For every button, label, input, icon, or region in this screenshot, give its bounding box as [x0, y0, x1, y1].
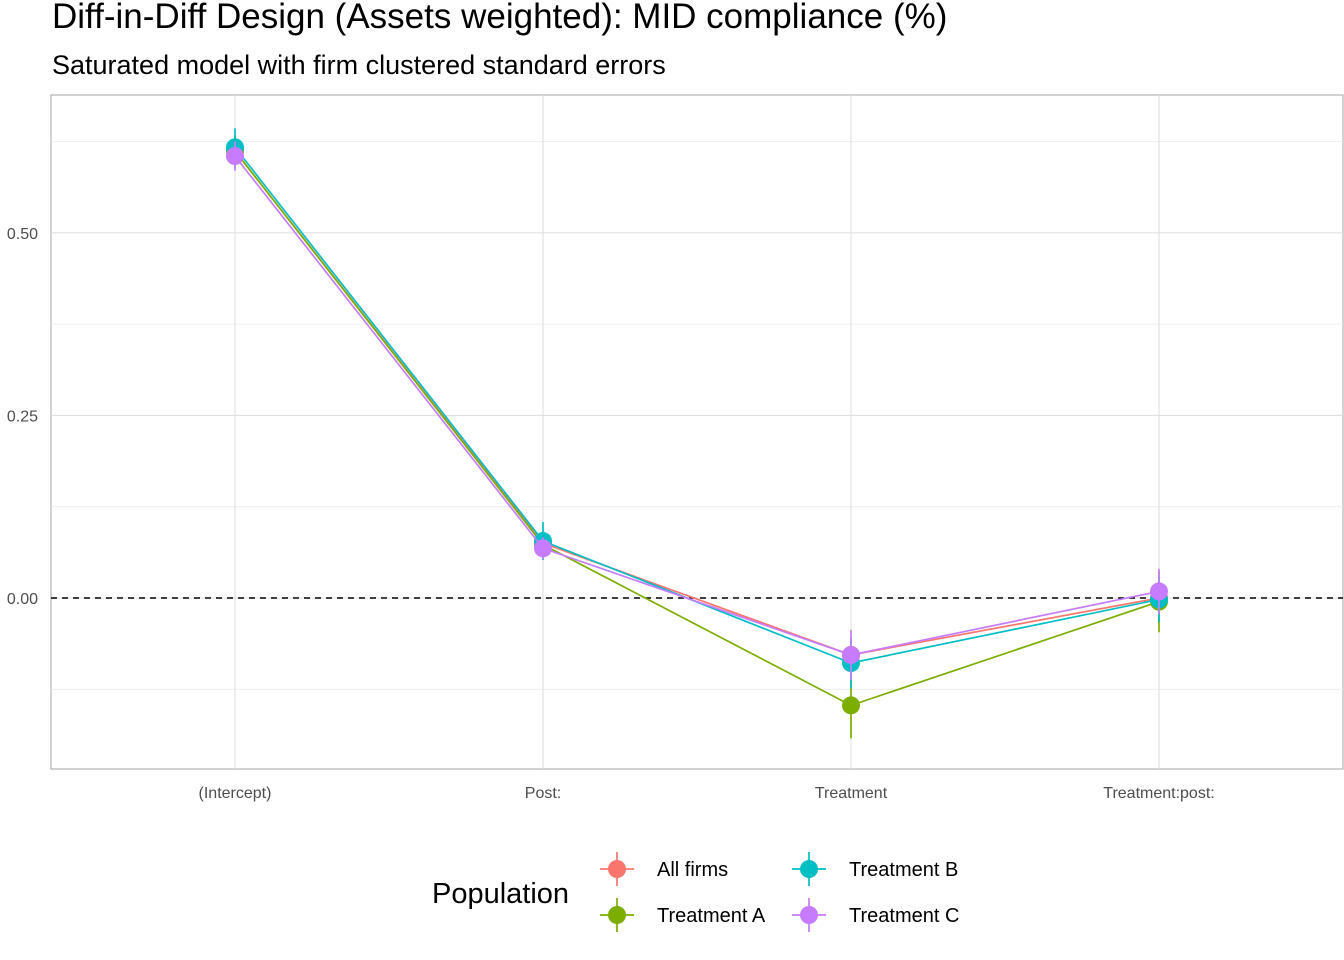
- legend: Population All firms Treatment A Treatment…: [432, 852, 959, 932]
- legend-item: All firms: [600, 852, 728, 886]
- series-layer: [226, 128, 1168, 739]
- data-point: [842, 696, 860, 715]
- plot-area: [50, 94, 1344, 770]
- data-point: [1150, 582, 1168, 601]
- legend-key-point: [608, 906, 626, 924]
- x-tick-label: Treatment:post:: [1103, 785, 1214, 802]
- x-tick-label: Post:: [525, 785, 561, 802]
- x-axis: (Intercept) Post: Treatment Treatment:post:: [199, 785, 1215, 802]
- legend-key-point: [608, 860, 626, 878]
- y-tick-label: 0.00: [7, 591, 38, 608]
- series-treatment-c: [226, 141, 1168, 680]
- legend-item: Treatment C: [792, 898, 959, 932]
- legend-item: Treatment A: [600, 898, 766, 932]
- legend-item: Treatment B: [792, 852, 958, 886]
- legend-label: All firms: [657, 859, 728, 881]
- legend-title: Population: [432, 878, 569, 910]
- legend-key-point: [800, 906, 818, 924]
- data-point: [226, 147, 244, 166]
- y-tick-label: 0.25: [7, 408, 38, 425]
- chart-subtitle: Saturated model with firm clustered stan…: [52, 50, 666, 80]
- series-line: [234, 155, 1160, 656]
- data-point: [842, 645, 860, 664]
- legend-label: Treatment C: [849, 905, 959, 927]
- chart-title: Diff-in-Diff Design (Assets weighted): M…: [52, 0, 947, 36]
- series-line: [234, 150, 1160, 707]
- legend-label: Treatment B: [849, 859, 958, 881]
- plot-panel-border: [50, 94, 1344, 770]
- y-axis: 0.00 0.25 0.50: [7, 226, 38, 608]
- y-tick-label: 0.50: [7, 226, 38, 243]
- x-tick-label: (Intercept): [199, 785, 272, 802]
- data-point: [534, 539, 552, 558]
- legend-key-point: [800, 860, 818, 878]
- x-tick-label: Treatment: [815, 785, 888, 802]
- legend-label: Treatment A: [657, 905, 766, 927]
